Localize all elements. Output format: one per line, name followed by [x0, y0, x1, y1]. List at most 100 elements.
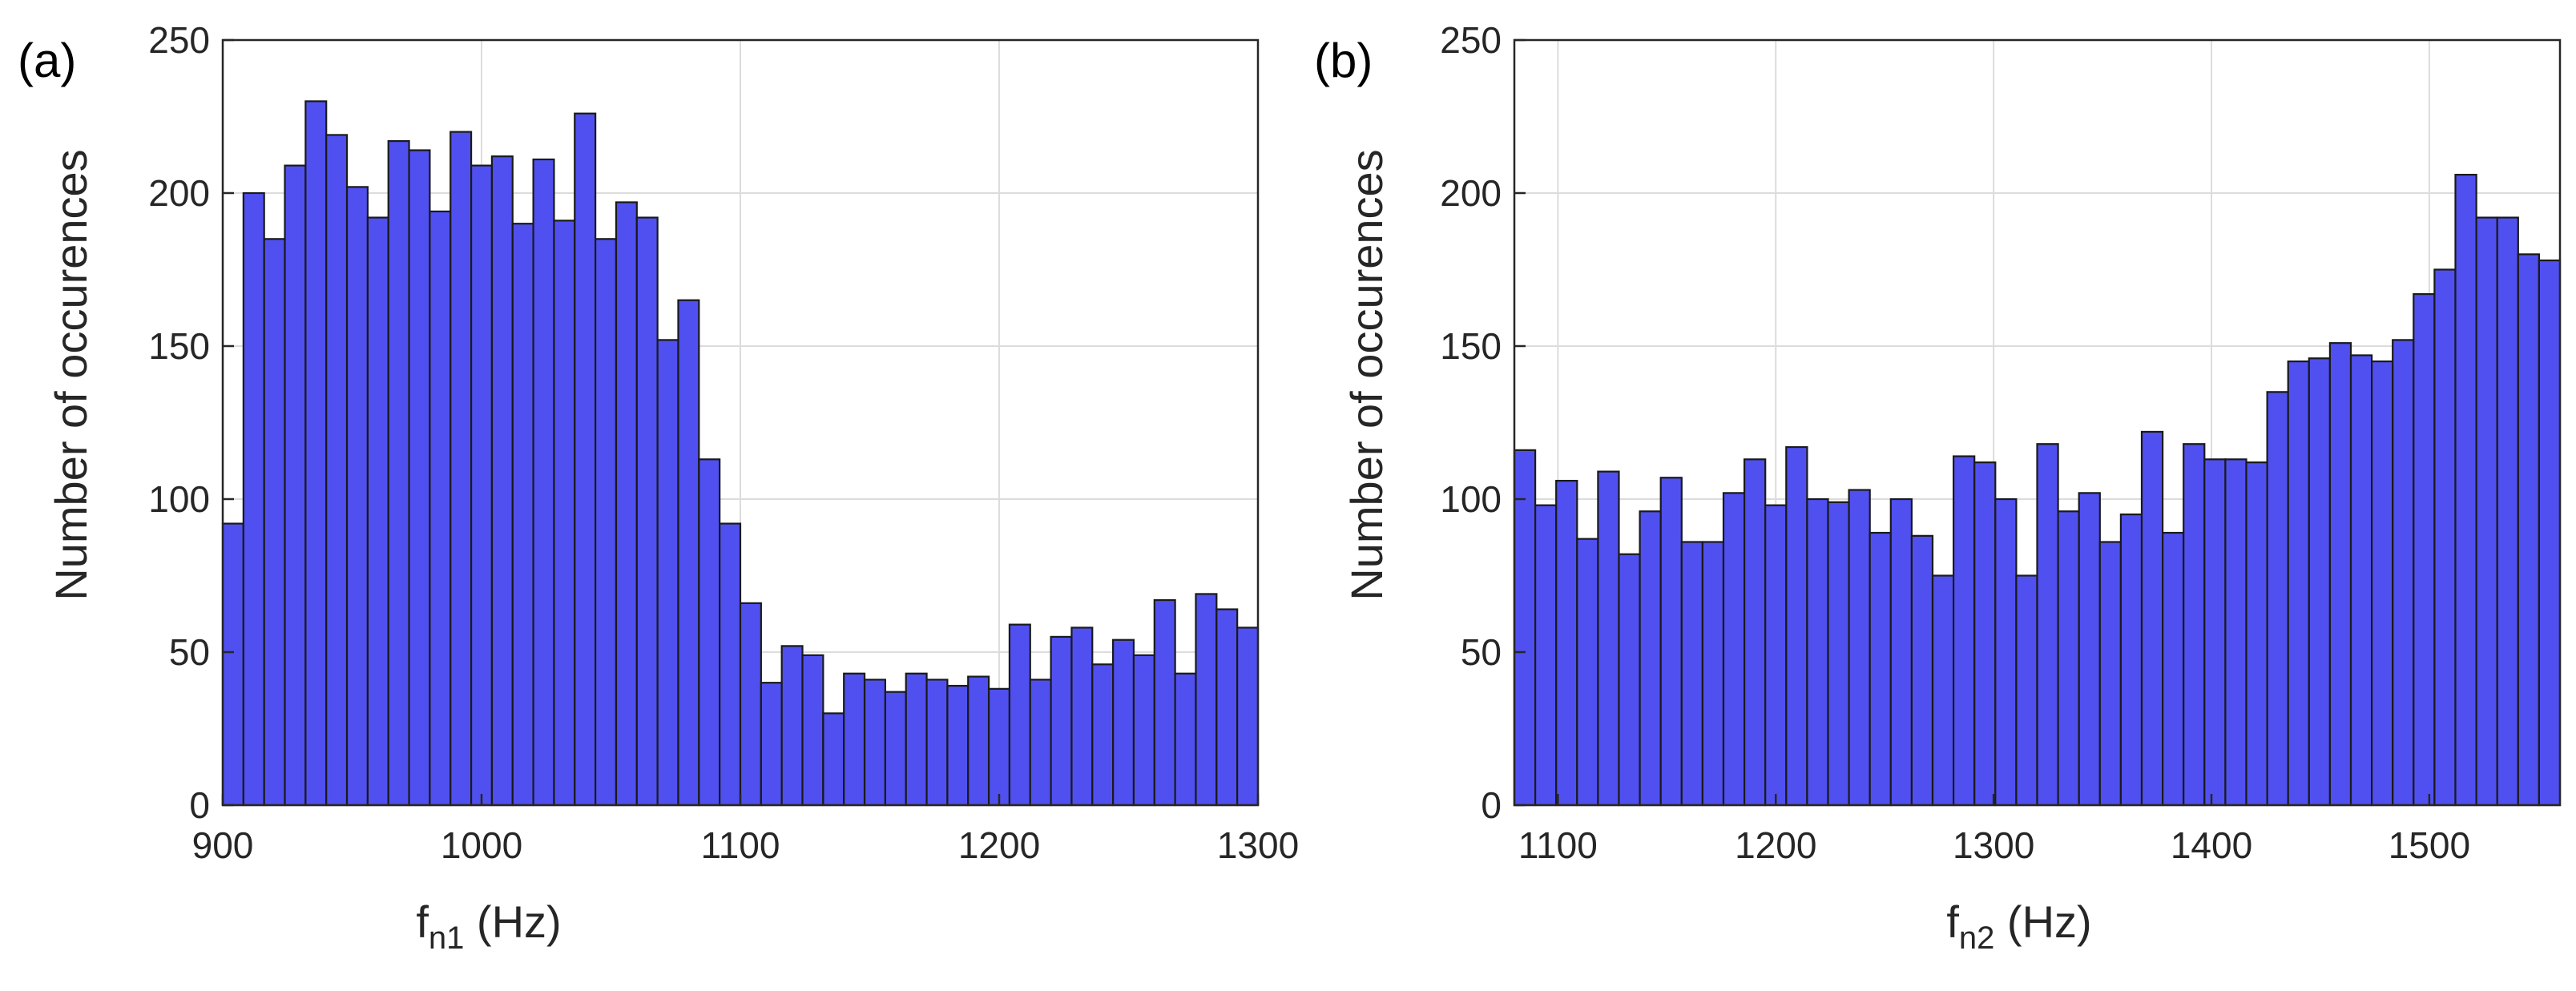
histogram-bar-a-42 [1091, 663, 1115, 807]
axes-a [221, 38, 1260, 807]
histogram-bar-b-7 [1659, 477, 1683, 807]
histogram-bar-a-9 [408, 149, 431, 807]
histogram-bar-a-36 [967, 675, 990, 807]
x-axis-label-b: fn2 (Hz) [1946, 896, 2091, 956]
histogram-bar-b-43 [2413, 292, 2436, 807]
histogram-bar-a-20 [635, 216, 659, 807]
x-tick-label-b-0: 1100 [1518, 824, 1598, 866]
histogram-bar-a-7 [366, 216, 389, 807]
histogram-bar-b-40 [2349, 354, 2373, 807]
histogram-panel-a: (a) 900 1000 1100 1200 1300 050100150200250 … [18, 19, 1299, 956]
x-tick-labels-a: 900 1000 1100 1200 1300 [192, 824, 1300, 866]
histogram-bar-a-8 [387, 139, 410, 807]
histogram-bar-b-41 [2371, 361, 2394, 807]
histogram-bar-b-28 [2098, 541, 2122, 807]
histogram-bar-a-27 [780, 645, 804, 807]
y-axis-label-b: Number of occurences [1341, 149, 1392, 600]
histogram-bar-a-40 [1050, 635, 1073, 807]
histogram-bar-b-0 [1513, 449, 1537, 807]
histogram-bar-a-39 [1029, 679, 1052, 807]
histogram-bar-a-12 [470, 164, 494, 807]
histogram-bar-a-35 [946, 684, 970, 807]
y-tick-label-b-0: 0 [1481, 784, 1502, 826]
histogram-bar-a-45 [1153, 598, 1176, 807]
y-tick-label-a-5: 250 [148, 19, 210, 61]
y-tick-label-a-4: 200 [148, 172, 210, 214]
histogram-bar-b-48 [2517, 253, 2541, 807]
x-tick-label-b-1: 1200 [1735, 824, 1816, 866]
histogram-bar-a-19 [615, 201, 638, 807]
histogram-bar-a-48 [1215, 608, 1239, 807]
histogram-bar-a-16 [553, 220, 576, 807]
histogram-bar-a-26 [760, 682, 783, 807]
histogram-bar-b-36 [2266, 391, 2289, 807]
histogram-bar-b-22 [1973, 461, 1997, 807]
histogram-bar-b-6 [1639, 510, 1662, 807]
histogram-bar-a-32 [884, 691, 907, 807]
histogram-bar-b-32 [2183, 443, 2206, 807]
histogram-bar-b-10 [1722, 492, 1746, 807]
histogram-bar-a-28 [801, 654, 824, 807]
x-tick-label-a-2: 1100 [701, 824, 780, 866]
histogram-bar-b-26 [2057, 510, 2080, 807]
histogram-bar-b-35 [2245, 461, 2268, 807]
x-tick-label-a-0: 900 [192, 824, 254, 866]
x-tick-label-a-4: 1300 [1217, 824, 1299, 866]
y-axis-label-a: Number of occurences [46, 149, 96, 600]
histogram-bar-b-18 [1889, 498, 1913, 807]
histogram-bar-b-49 [2538, 259, 2562, 807]
histogram-bar-b-9 [1701, 541, 1725, 807]
histogram-bar-a-47 [1195, 593, 1218, 807]
histogram-bar-a-13 [490, 155, 514, 807]
histogram-bar-b-1 [1534, 504, 1558, 807]
histogram-bar-a-30 [843, 672, 866, 807]
histogram-bar-b-45 [2454, 173, 2477, 807]
histogram-bar-a-4 [304, 100, 328, 807]
histogram-bar-b-25 [2036, 443, 2059, 807]
histogram-bar-a-18 [595, 238, 618, 807]
histogram-bar-b-34 [2224, 458, 2247, 807]
histogram-bar-b-8 [1680, 541, 1704, 807]
histogram-bar-b-11 [1744, 458, 1767, 807]
y-tick-label-b-3: 150 [1440, 325, 1502, 367]
axes-b [1513, 38, 2562, 807]
histogram-bar-a-1 [242, 191, 265, 807]
y-tick-label-a-1: 50 [169, 631, 210, 673]
histogram-bar-b-14 [1806, 498, 1829, 807]
x-tick-labels-b: 1100 1200 1300 1400 1500 [1518, 824, 2470, 866]
histogram-bar-a-5 [325, 134, 349, 807]
y-tick-label-a-0: 0 [189, 784, 210, 826]
histogram-bar-a-15 [532, 158, 555, 807]
histogram-bar-a-11 [449, 131, 473, 807]
histogram-bar-b-21 [1953, 455, 1976, 807]
y-tick-label-a-2: 100 [148, 478, 210, 520]
histogram-bar-b-4 [1597, 470, 1620, 807]
x-axis-label-b-unit: (Hz) [1994, 896, 2091, 947]
histogram-bar-b-15 [1827, 501, 1850, 807]
histogram-bar-b-47 [2496, 216, 2519, 807]
histogram-bar-b-33 [2203, 458, 2227, 807]
histogram-bar-b-24 [2015, 574, 2038, 807]
histogram-bar-a-49 [1236, 626, 1260, 807]
histogram-bar-a-2 [263, 238, 286, 807]
histogram-bar-a-0 [221, 522, 244, 807]
histogram-bar-a-29 [822, 712, 845, 807]
histogram-bar-b-30 [2140, 430, 2164, 807]
axes-box-b [1513, 38, 2562, 807]
histogram-bar-b-2 [1555, 479, 1578, 807]
histogram-bar-a-37 [987, 687, 1011, 807]
histogram-bar-b-46 [2475, 216, 2498, 807]
x-tick-label-b-2: 1300 [1953, 824, 2034, 866]
histogram-bar-a-23 [698, 458, 721, 807]
x-axis-label-a-unit: (Hz) [464, 896, 561, 947]
histogram-bar-b-5 [1618, 553, 1641, 807]
histogram-bar-b-27 [2078, 492, 2101, 807]
histogram-bar-b-23 [1994, 498, 2018, 807]
x-axis-label-a-main: f [416, 896, 429, 947]
histogram-bar-b-12 [1764, 504, 1788, 807]
histogram-bar-a-31 [863, 679, 886, 807]
histogram-bar-a-38 [1008, 623, 1031, 807]
histogram-bar-b-38 [2308, 357, 2332, 807]
histogram-bar-a-21 [656, 339, 679, 807]
